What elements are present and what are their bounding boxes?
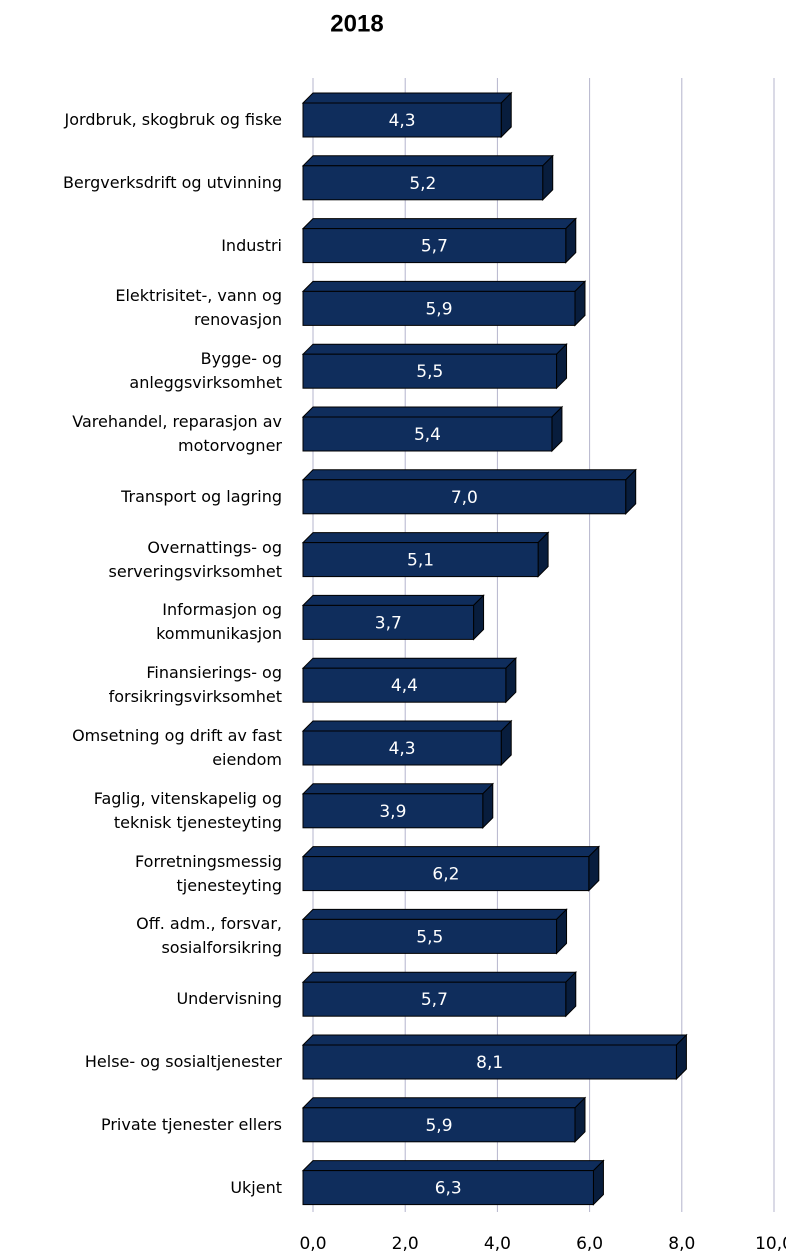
value-label: 6,3 [435, 1179, 462, 1199]
bar-top [301, 343, 568, 355]
bar [301, 91, 513, 139]
x-tick-label: 2,0 [392, 1234, 419, 1254]
bar [301, 782, 494, 830]
bar-front [302, 667, 507, 703]
bar-top [301, 1034, 688, 1046]
x-tick-label: 4,0 [484, 1234, 511, 1254]
bar-top [301, 1160, 605, 1172]
bar-front [302, 1170, 594, 1206]
bar-top [301, 406, 564, 418]
x-tick-label: 6,0 [576, 1234, 603, 1254]
x-tick-label: 10,0 [755, 1234, 786, 1254]
bar [301, 1096, 587, 1144]
value-label: 8,1 [476, 1053, 503, 1073]
bar-front [302, 918, 558, 954]
bar-front [302, 102, 502, 138]
y-tick-label: Undervisning [176, 989, 282, 1009]
bar-top [301, 218, 577, 230]
bar [301, 405, 564, 453]
value-label: 7,0 [451, 488, 478, 508]
value-label: 5,4 [414, 425, 441, 445]
bar-top [301, 783, 494, 795]
bar [301, 280, 587, 327]
bar [301, 970, 577, 1018]
value-label: 5,1 [407, 551, 434, 571]
bar [301, 1159, 605, 1206]
bar-top [301, 846, 601, 858]
value-label: 4,3 [389, 739, 416, 759]
bar [301, 908, 568, 955]
bar-front [302, 604, 475, 640]
value-label: 6,2 [432, 865, 459, 885]
bar-front [302, 793, 484, 829]
y-tick-label: Off. adm., forsvar, sosialforsikring [136, 914, 282, 958]
bar-top [301, 908, 568, 920]
bar-front [302, 416, 553, 452]
bar-front [302, 1107, 576, 1143]
y-tick-label: Industri [221, 235, 282, 255]
value-label: 5,2 [409, 174, 436, 194]
y-tick-label: Ukjent [230, 1177, 282, 1197]
bar-front [302, 856, 590, 892]
y-tick-label: Jordbruk, skogbruk og fiske [64, 110, 282, 129]
y-tick-label: Elektrisitet-, vann og renovasjon [115, 286, 282, 330]
bar-top [301, 92, 513, 104]
bar [301, 531, 550, 578]
bar-top [301, 1097, 587, 1109]
bar-top [301, 657, 518, 669]
x-tick-label: 8,0 [668, 1234, 695, 1254]
value-label: 3,9 [379, 802, 406, 822]
bar [301, 845, 601, 892]
bar-top [301, 971, 577, 983]
bar-front [302, 542, 539, 578]
value-label: 5,7 [421, 990, 448, 1010]
y-tick-label: Transport og lagring [121, 486, 282, 506]
value-label: 5,7 [421, 237, 448, 257]
y-tick-label: Helse- og sosialtjenester [84, 1052, 282, 1071]
bar-front [302, 1044, 677, 1080]
value-label: 5,9 [425, 1116, 452, 1136]
bar-front [302, 353, 558, 389]
y-tick-label: Informasjon og kommunikasjon [156, 600, 282, 644]
bar-front [302, 479, 627, 515]
bar-front [302, 981, 567, 1017]
bar [301, 154, 554, 202]
bar-top [301, 280, 587, 292]
y-tick-label: Finansierings- og forsikringsvirksomhet [108, 663, 282, 707]
value-label: 5,5 [416, 927, 443, 947]
bar [301, 217, 577, 264]
y-tick-label: Bygge- og anleggsvirksomhet [129, 349, 282, 393]
bar-top [301, 155, 554, 167]
x-tick-label: 0,0 [299, 1234, 326, 1254]
chart-title: 2018 [330, 10, 383, 37]
bar-top [301, 720, 513, 732]
y-tick-label: Private tjenester ellers [100, 1114, 282, 1134]
value-label: 5,5 [416, 362, 443, 382]
bar-top [301, 594, 485, 606]
y-tick-label: Faglig, vitenskapelig og teknisk tjenest… [93, 788, 282, 832]
value-label: 4,4 [391, 676, 418, 696]
value-label: 5,9 [425, 299, 452, 319]
y-tick-label: Forretningsmessig tjenesteyting [135, 851, 282, 895]
bar [301, 594, 485, 641]
value-label: 4,3 [389, 111, 416, 131]
bar [301, 656, 518, 704]
y-tick-label: Bergverksdrift og utvinning [62, 172, 282, 192]
bar [301, 719, 513, 767]
bar-front [302, 730, 502, 766]
value-label: 3,7 [375, 613, 402, 633]
bar-front [302, 228, 567, 264]
bar [301, 1033, 688, 1081]
bar [301, 468, 637, 516]
bar-top [301, 532, 550, 544]
bar-front [302, 290, 576, 326]
bar-front [302, 165, 544, 201]
y-tick-label: Varehandel, reparasjon av motorvogner [72, 412, 282, 455]
y-tick-label: Overnattings- og serveringsvirksomhet [108, 537, 282, 581]
bar [301, 342, 568, 390]
y-tick-label: Omsetning og drift av fast eiendom [72, 726, 282, 769]
bar-top [301, 469, 637, 481]
